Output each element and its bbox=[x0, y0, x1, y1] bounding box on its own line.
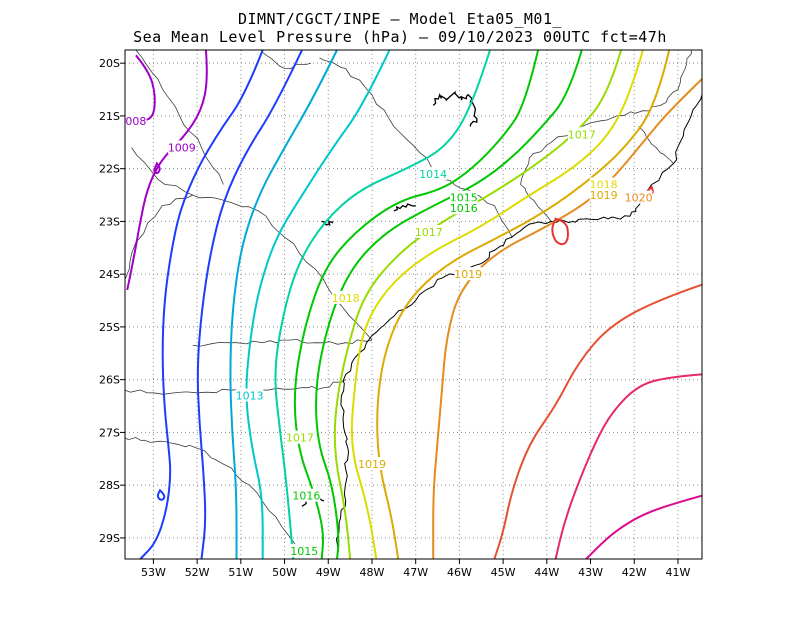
isobar-label-1019: 1019 bbox=[454, 268, 482, 281]
isobar-1022 bbox=[554, 373, 703, 560]
x-tick-label: 47W bbox=[403, 566, 428, 579]
isobar-contours bbox=[126, 49, 703, 560]
isobar-label-bg bbox=[414, 224, 443, 238]
isobar-label-bg bbox=[358, 457, 386, 471]
isobar-label-1019: 1019 bbox=[358, 458, 386, 471]
state-border bbox=[192, 338, 373, 347]
isobar-1014 bbox=[274, 49, 491, 560]
isobar-label-1013: 1013 bbox=[236, 389, 264, 402]
y-tick-label: 27S bbox=[99, 426, 120, 439]
closed-isobar-1009 bbox=[153, 161, 161, 175]
isobar-1018 bbox=[350, 49, 644, 560]
isobar-1015 bbox=[293, 49, 540, 560]
grid-lines bbox=[125, 50, 702, 559]
state-border bbox=[520, 49, 692, 222]
isobar-label-1020: 1020 bbox=[625, 192, 653, 205]
x-tick-label: 45W bbox=[491, 566, 516, 579]
y-tick-label: 29S bbox=[99, 532, 120, 545]
isobar-label-bg bbox=[449, 201, 478, 215]
y-tick-label: 21S bbox=[99, 110, 120, 123]
axis-ticks: 53W 52W 51W 50W 49W 48W 47W 46W 45W 44W 43W 42W 41W 2… bbox=[99, 57, 691, 579]
isobar-label-1009: 1009 bbox=[168, 142, 196, 155]
x-tick-label: 50W bbox=[272, 566, 297, 579]
isobar-1020 bbox=[432, 78, 703, 559]
y-tick-label: 23S bbox=[99, 215, 120, 228]
isobar-label-1017: 1017 bbox=[568, 128, 596, 141]
river-reservoir bbox=[393, 203, 416, 212]
isobar-label-bg bbox=[292, 488, 321, 502]
isobar-label-1017: 1017 bbox=[286, 432, 314, 445]
x-tick-label: 44W bbox=[534, 566, 559, 579]
isobar-1011 bbox=[196, 49, 303, 560]
river-reservoir bbox=[321, 220, 334, 227]
state-border bbox=[262, 52, 311, 70]
isobar-label-1008: 008 bbox=[125, 115, 146, 128]
x-tick-label: 46W bbox=[447, 566, 472, 579]
isobar-label-bg bbox=[624, 190, 653, 204]
x-tick-label: 41W bbox=[666, 566, 691, 579]
x-tick-label: 48W bbox=[360, 566, 385, 579]
isobar-label-bg bbox=[235, 388, 264, 402]
isobar-label-bg bbox=[454, 267, 482, 281]
state-border bbox=[131, 147, 373, 341]
isobar-label-1016: 1016 bbox=[450, 202, 478, 215]
x-tick-label: 51W bbox=[228, 566, 253, 579]
isobar-label-bg bbox=[567, 127, 596, 141]
y-tick-label: 28S bbox=[99, 479, 120, 492]
chart-title-line-2: Sea Mean Level Pressure (hPa) – 09/10/20… bbox=[133, 28, 667, 46]
isobar-label-1017: 1017 bbox=[415, 226, 443, 239]
chart-title-line-1: DIMNT/CGCT/INPE – Model Eta05_M01_ bbox=[237, 10, 563, 28]
isobar-label-bg bbox=[286, 430, 314, 444]
river-reservoir bbox=[432, 90, 478, 127]
isobar-1013 bbox=[245, 49, 391, 559]
isobar-label-1014: 1014 bbox=[419, 168, 447, 181]
y-tick-label: 20S bbox=[99, 57, 120, 70]
isobar-label-1018: 1018 bbox=[332, 292, 360, 305]
closed-isobar-1010 bbox=[156, 488, 166, 501]
isobar-label-1019: 1019 bbox=[590, 189, 618, 202]
isobar-1009 bbox=[126, 49, 208, 291]
isobar-1019 bbox=[376, 49, 671, 560]
y-tick-label: 22S bbox=[99, 163, 120, 176]
closed-isobar-1021 bbox=[551, 217, 569, 246]
isobar-label-bg bbox=[168, 140, 196, 154]
base-map bbox=[124, 49, 703, 560]
x-tick-label: 53W bbox=[141, 566, 166, 579]
isobar-label-1016: 1016 bbox=[292, 490, 320, 503]
plot-frame bbox=[124, 49, 703, 560]
isobar-label-bg bbox=[449, 190, 478, 204]
isobar-label-1015: 1015 bbox=[290, 545, 318, 558]
isobar-1008 bbox=[135, 54, 156, 123]
isobar-1017 bbox=[333, 49, 623, 560]
y-tick-label: 25S bbox=[99, 321, 120, 334]
isobar-label-bg bbox=[331, 290, 360, 304]
y-tick-label: 24S bbox=[99, 268, 120, 281]
x-tick-label: 49W bbox=[316, 566, 341, 579]
x-tick-label: 42W bbox=[622, 566, 647, 579]
isobar-label-bg bbox=[589, 177, 618, 191]
isobar-1021 bbox=[493, 283, 703, 560]
isobar-1016 bbox=[315, 49, 583, 560]
isobar-labels: 008 1009 1013 1014 1015 1016 1017 1018 1019 1020 1… bbox=[125, 114, 653, 558]
x-tick-label: 43W bbox=[578, 566, 603, 579]
state-border bbox=[124, 437, 299, 549]
isobar-label-bg bbox=[589, 188, 618, 202]
isobar-1023 bbox=[585, 494, 703, 560]
y-tick-label: 26S bbox=[99, 374, 120, 387]
isobar-1012 bbox=[229, 49, 338, 559]
state-border bbox=[135, 49, 224, 185]
isobar-1010 bbox=[139, 49, 264, 560]
isobar-label-bg bbox=[419, 166, 447, 180]
state-border bbox=[638, 126, 674, 164]
coastline bbox=[335, 94, 703, 560]
state-border bbox=[319, 57, 513, 238]
state-border bbox=[124, 194, 193, 280]
isobar-label-bg bbox=[125, 114, 147, 128]
isobar-label-bg bbox=[290, 544, 319, 558]
x-tick-label: 52W bbox=[185, 566, 210, 579]
